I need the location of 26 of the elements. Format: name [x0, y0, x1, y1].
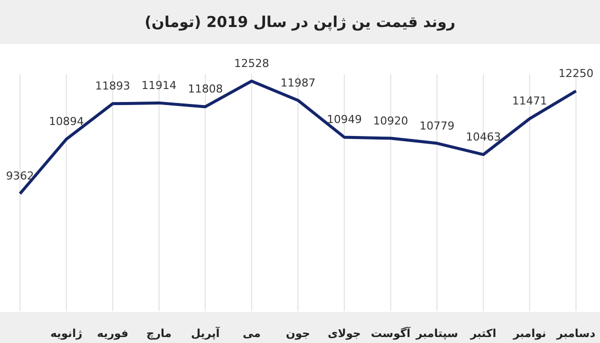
data-label: 10949 [326, 113, 362, 126]
data-label: 10894 [48, 115, 84, 128]
data-label: 12528 [234, 57, 270, 70]
data-label: 11893 [95, 80, 130, 93]
x-tick-label: جون [286, 326, 310, 340]
data-label: 9362 [6, 170, 34, 183]
x-tick-label: مارچ [146, 326, 172, 340]
x-tick-label: نوامبر [512, 326, 546, 340]
data-label: 11808 [188, 82, 223, 96]
x-tick-label: فوریه [97, 326, 128, 340]
x-tick-label: می [242, 326, 261, 340]
data-label: 10920 [373, 114, 408, 128]
x-tick-label: اکتبر [469, 326, 496, 340]
x-tick-label: آپریل [190, 326, 220, 340]
data-label: 10463 [466, 130, 501, 144]
x-tick-label: ژانویه [50, 326, 82, 340]
data-label: 12250 [558, 66, 594, 80]
x-tick-label: آگوست [370, 326, 411, 340]
x-tick-label: سپتامبر [414, 326, 458, 340]
chart-title: روند قیمت ین ژاپن در سال 2019 (تومان) [0, 0, 600, 44]
data-label: 11987 [280, 76, 316, 90]
x-tick-label: دسامبر [556, 326, 596, 340]
x-tick-label: جولای [328, 326, 361, 340]
data-label: 11471 [512, 94, 548, 108]
data-label: 10779 [420, 119, 454, 132]
data-label: 11914 [142, 78, 176, 92]
